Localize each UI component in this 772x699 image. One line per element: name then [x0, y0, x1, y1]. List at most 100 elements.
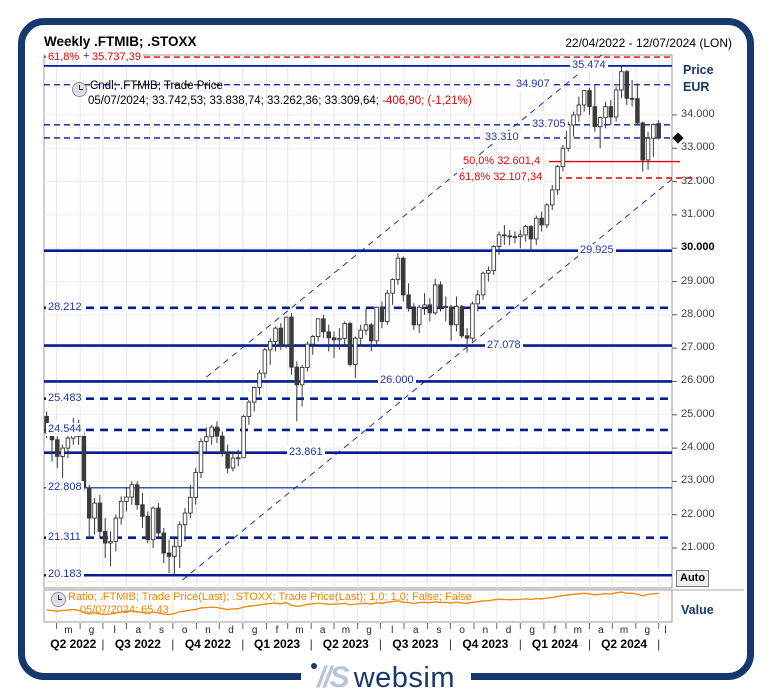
candle-body [108, 540, 113, 544]
websim-logo-mark: //S [311, 661, 350, 695]
candle-body [390, 279, 395, 294]
candle-body [55, 439, 60, 457]
candle-body [182, 512, 188, 526]
candle-body [613, 89, 619, 118]
candle-body [246, 401, 252, 417]
ratio-line [46, 591, 659, 616]
candle-body [486, 270, 491, 274]
candle-body [550, 189, 555, 206]
candle-body [406, 294, 411, 309]
candle-body [597, 117, 603, 128]
candle-body [432, 284, 438, 314]
candle-body [193, 471, 198, 498]
candle-body [629, 97, 635, 100]
trend-channel-line [206, 54, 603, 378]
candle-body [86, 487, 92, 519]
candle-body [496, 234, 502, 247]
candle-body [337, 338, 342, 341]
candle-body [273, 327, 278, 342]
candle-body [369, 324, 374, 342]
candle-body [640, 122, 645, 161]
candle-body [283, 316, 289, 346]
candle-body [518, 234, 523, 238]
candle-body [560, 147, 566, 168]
candle-body [507, 235, 512, 238]
chart-area[interactable]: Cndl; .FTMIB; Trade Price 05/07/2024; 33… [43, 50, 756, 655]
candle-body [140, 504, 145, 517]
candle-body [299, 367, 305, 386]
candle-body [129, 484, 135, 498]
candle-body [443, 306, 449, 308]
candle-body [294, 366, 300, 386]
candle-body [464, 335, 470, 339]
candle-body [491, 246, 496, 271]
candle-body [156, 507, 161, 534]
candle-body [459, 306, 465, 337]
candle-body [278, 327, 284, 346]
candle-body [331, 337, 337, 341]
candle-body [209, 426, 214, 438]
auto-scale-button[interactable]: Auto [676, 570, 710, 587]
candle-body [374, 306, 379, 342]
candle-body [161, 532, 166, 554]
candle-body [49, 432, 55, 441]
candle-body [619, 71, 624, 91]
candlestick-chart-canvas[interactable] [43, 54, 756, 655]
candle-body [188, 496, 193, 514]
candle-body [656, 123, 661, 139]
candle-body [113, 517, 119, 542]
candle-body [635, 98, 640, 124]
websim-logo-text: websim [353, 661, 455, 694]
candle-body [145, 515, 151, 541]
candle-body [267, 341, 273, 351]
candle-body [470, 303, 475, 339]
candle-body [603, 106, 608, 119]
candle-body [92, 502, 97, 519]
candle-body [220, 435, 225, 454]
candle-body [326, 331, 331, 339]
candle-body [65, 437, 71, 449]
candle-body [592, 106, 598, 128]
chart-title: Weekly .FTMIB; .STOXX [44, 34, 197, 49]
candle-body [645, 137, 651, 161]
candle-body [150, 507, 156, 541]
candle-body [438, 284, 443, 307]
candle-body [44, 415, 49, 434]
candle-body [608, 106, 614, 118]
candle-body [214, 426, 220, 437]
candle-body [102, 530, 108, 544]
candle-body [363, 324, 369, 331]
candle-body [124, 496, 129, 502]
candle-body [97, 502, 103, 532]
candle-body [411, 307, 417, 326]
candle-body [512, 236, 518, 239]
candle-body [523, 226, 528, 236]
candle-body [310, 336, 316, 345]
candle-body [262, 349, 268, 374]
candle-body [539, 217, 544, 226]
candle-body [358, 329, 363, 339]
candle-body [71, 424, 76, 439]
candle-body [385, 292, 390, 322]
candle-body [321, 318, 326, 333]
candle-body [257, 372, 262, 388]
candle-body [204, 436, 209, 442]
candle-body [60, 447, 65, 457]
candle-body [475, 294, 480, 305]
candle-body [400, 257, 406, 296]
candle-body [347, 323, 353, 365]
candle-body [502, 234, 507, 237]
candle-body [76, 424, 81, 437]
candle-body [198, 440, 204, 473]
candle-body [422, 304, 427, 308]
candle-body [241, 415, 246, 459]
candle-body [166, 552, 172, 557]
candle-body [416, 306, 422, 326]
candle-body [379, 306, 385, 322]
candle-body [624, 71, 630, 99]
candle-body [448, 306, 454, 326]
candle-body [534, 217, 539, 240]
candle-body [230, 457, 236, 469]
candle-body [305, 343, 310, 368]
candle-body [395, 257, 401, 280]
